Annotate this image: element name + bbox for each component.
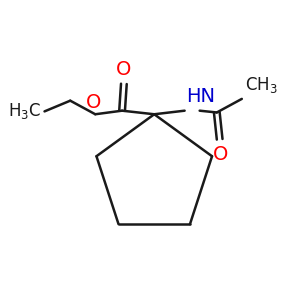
Text: O: O xyxy=(116,59,132,79)
Text: O: O xyxy=(86,94,101,112)
Text: CH$_3$: CH$_3$ xyxy=(245,75,278,95)
Text: O: O xyxy=(213,145,228,164)
Text: HN: HN xyxy=(186,87,215,106)
Text: H$_3$C: H$_3$C xyxy=(8,101,42,122)
